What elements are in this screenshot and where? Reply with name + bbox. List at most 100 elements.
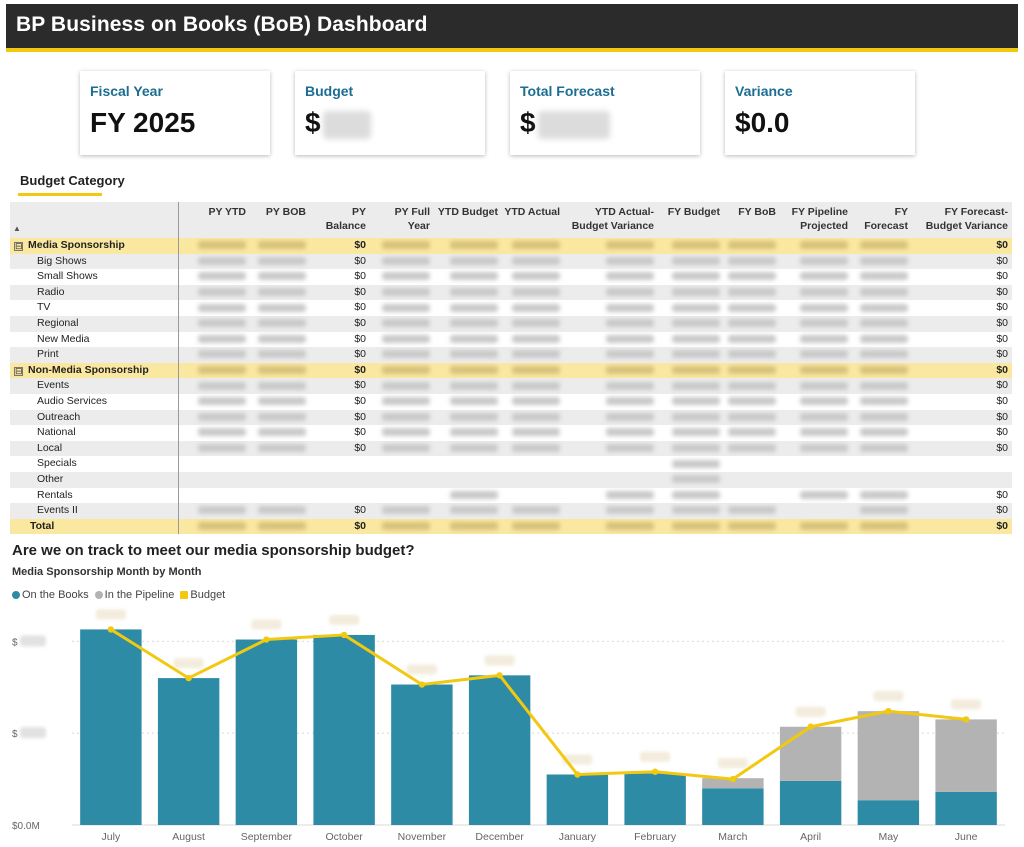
redacted-value [728, 256, 776, 265]
redacted-cell [658, 331, 724, 348]
column-header[interactable]: PY Balance [325, 206, 366, 232]
budget-point [263, 636, 270, 643]
total-forecast-card[interactable]: Total Forecast $ [510, 71, 700, 155]
redacted-cell [780, 238, 852, 254]
redacted-cell [852, 269, 912, 285]
redacted-value [606, 365, 654, 374]
title-accent-stripe [6, 48, 1018, 52]
forecast-variance-cell: $0 [912, 238, 1012, 254]
column-header[interactable]: FY Budget [667, 206, 720, 218]
column-header[interactable]: PY Full Year [394, 206, 430, 232]
redacted-value [672, 475, 720, 484]
fiscal-year-card[interactable]: Fiscal Year FY 2025 [80, 71, 270, 155]
redacted-cell [564, 315, 658, 332]
redacted-cell [434, 456, 502, 472]
redacted-value [800, 241, 848, 250]
column-header[interactable]: PY YTD [208, 206, 246, 218]
redacted-cell [852, 315, 912, 332]
category-row[interactable]: ⊟ Non-Media Sponsorship $0 $0 [10, 362, 1012, 379]
redacted-value [258, 256, 306, 265]
redacted-value [672, 397, 720, 406]
redacted-cell [502, 284, 564, 301]
card-value: $0.0 [735, 107, 790, 138]
variance-card[interactable]: Variance $0.0 [725, 71, 915, 155]
sort-arrow-icon[interactable]: ▲ [10, 202, 179, 238]
redacted-cell [852, 409, 912, 426]
redacted-cell [178, 440, 250, 457]
redacted-value [382, 428, 430, 437]
forecast-variance-cell: $0 [912, 362, 1012, 379]
redacted-value [450, 256, 498, 265]
redacted-value [860, 272, 908, 281]
redacted-value [198, 521, 246, 530]
legend-item[interactable]: On the Books [12, 589, 89, 601]
in-the-pipeline-bar [857, 711, 920, 801]
legend-item[interactable]: Budget [180, 589, 225, 601]
row-label: Events [10, 378, 179, 394]
redacted-value [606, 428, 654, 437]
redacted-value [258, 412, 306, 421]
redacted-cell [250, 503, 310, 519]
column-header[interactable]: YTD Budget [437, 206, 498, 218]
redacted-value [728, 521, 776, 530]
column-header[interactable]: YTD Actual-Budget Variance [571, 206, 654, 232]
legend-item[interactable]: In the Pipeline [94, 589, 174, 601]
redacted-cell [724, 378, 780, 394]
redacted-cell [564, 331, 658, 348]
redacted-value [258, 506, 306, 515]
row-label-text: Radio [37, 285, 65, 298]
redacted-cell [852, 440, 912, 457]
redacted-value [728, 397, 776, 406]
redacted-cell [780, 456, 852, 472]
card-value: $ [305, 107, 371, 139]
redacted-cell [370, 378, 434, 394]
redacted-value [672, 412, 720, 421]
redacted-cell [502, 378, 564, 394]
redacted-cell [178, 456, 250, 472]
column-header[interactable]: FY Pipeline Projected [791, 206, 848, 232]
redacted-cell [852, 425, 912, 441]
redacted-data-label [717, 758, 748, 769]
row-label: National [10, 425, 179, 441]
column-header[interactable]: FY BoB [738, 206, 776, 218]
redacted-cell [370, 487, 434, 504]
column-header[interactable]: PY BOB [265, 206, 306, 218]
column-header[interactable]: YTD Actual [504, 206, 560, 218]
redacted-value [198, 288, 246, 296]
collapse-icon[interactable]: ⊟ [14, 241, 23, 251]
redacted-tick-value [20, 727, 46, 739]
redacted-cell [434, 487, 502, 504]
redacted-cell [502, 269, 564, 285]
redacted-cell [724, 425, 780, 441]
redacted-cell [434, 284, 502, 301]
redacted-cell [780, 315, 852, 332]
row-label: Rentals [10, 487, 179, 504]
redacted-value [860, 365, 908, 374]
on-the-books-bar [702, 788, 764, 825]
redacted-cell [178, 284, 250, 301]
redacted-cell [852, 471, 912, 488]
collapse-icon[interactable]: ⊟ [14, 365, 23, 376]
on-the-books-bar [468, 675, 531, 825]
category-row[interactable]: ⊟ Media Sponsorship $0 $0 [10, 238, 1012, 254]
redacted-value [450, 365, 498, 374]
table-row: Audio Services $0 $0 [10, 393, 1012, 410]
card-label: Variance [735, 83, 793, 99]
py-balance-cell: $0 [310, 425, 370, 441]
column-header[interactable]: FY Forecast-Budget Variance [925, 206, 1008, 232]
column-header[interactable]: FY Forecast [864, 206, 908, 232]
redacted-cell [564, 362, 658, 379]
redacted-value [450, 397, 498, 406]
redacted-cell [178, 409, 250, 426]
redacted-cell [724, 253, 780, 270]
forecast-variance-cell: $0 [912, 315, 1012, 332]
redacted-cell [250, 300, 310, 316]
budget-card[interactable]: Budget $ [295, 71, 485, 155]
x-tick-label: July [102, 831, 121, 843]
redacted-cell [658, 487, 724, 504]
redacted-value [860, 428, 908, 437]
redacted-value [512, 350, 560, 359]
redacted-cell [724, 487, 780, 504]
tab-budget-category[interactable]: Budget Category [20, 173, 125, 188]
redacted-value [382, 241, 430, 250]
